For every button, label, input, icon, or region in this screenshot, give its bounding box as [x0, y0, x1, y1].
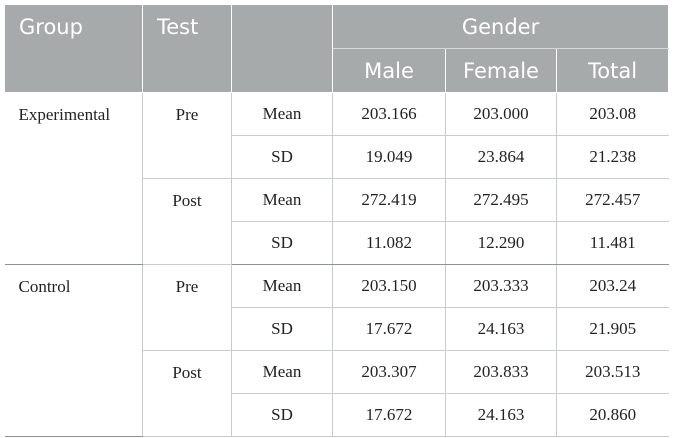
- male-cell: 17.672: [332, 393, 446, 437]
- total-cell: 203.08: [555, 92, 669, 136]
- female-cell: 272.495: [445, 178, 557, 222]
- header-group: Group: [4, 4, 143, 93]
- male-cell: 203.166: [332, 92, 446, 136]
- male-cell: 17.672: [332, 307, 446, 351]
- table-body: Experimental Pre Mean 203.166 203.000 20…: [4, 92, 669, 437]
- table-row: Experimental Pre Mean 203.166 203.000 20…: [4, 92, 669, 265]
- table-row: Control Pre Mean 203.150 203.333 203.24: [4, 264, 669, 437]
- total-cell: 203.24: [555, 264, 669, 308]
- stat-cell: SD: [231, 393, 333, 437]
- stat-cell: SD: [231, 307, 333, 351]
- total-cell: 20.860: [555, 393, 669, 437]
- female-cell: 24.163: [445, 393, 557, 437]
- group-cell: Experimental: [4, 92, 143, 265]
- table-row: SD 11.082 12.290 11.481: [5, 221, 669, 265]
- total-cell: 21.905: [555, 307, 669, 351]
- test-cell: Post: [142, 350, 232, 437]
- female-cell: 23.864: [445, 135, 557, 179]
- stat-cell: Mean: [231, 178, 333, 222]
- table-row: SD 19.049 23.864 21.238: [5, 135, 669, 179]
- table-row: Post Mean 272.419 272.495 272.457: [5, 178, 669, 265]
- header-total: Total: [555, 48, 670, 93]
- female-cell: 24.163: [445, 307, 557, 351]
- total-cell: 203.513: [555, 350, 669, 394]
- total-cell: 272.457: [555, 178, 669, 222]
- header-gender: Gender: [331, 4, 670, 49]
- total-cell: 21.238: [555, 135, 669, 179]
- table-row: Post Mean 203.307 203.833 203.513: [5, 350, 669, 437]
- female-cell: 12.290: [445, 221, 557, 265]
- total-cell: 11.481: [555, 221, 669, 265]
- stat-cell: SD: [231, 135, 333, 179]
- female-cell: 203.333: [445, 264, 557, 308]
- header-test: Test: [142, 4, 232, 93]
- test-cell: Pre: [142, 264, 232, 351]
- stat-cell: SD: [231, 221, 333, 265]
- statistics-table: Group Test Gender Male Female Total Expe…: [4, 4, 670, 437]
- stat-cell: Mean: [231, 92, 333, 136]
- header-statistic-blank: [231, 4, 333, 93]
- table-row: SD 17.672 24.163 21.905: [5, 307, 669, 351]
- stat-cell: Mean: [231, 264, 333, 308]
- table-row: SD 17.672 24.163 20.860: [5, 393, 669, 437]
- group-cell: Control: [4, 264, 143, 437]
- female-cell: 203.000: [445, 92, 557, 136]
- female-cell: 203.833: [445, 350, 557, 394]
- male-cell: 11.082: [332, 221, 446, 265]
- male-cell: 203.307: [332, 350, 446, 394]
- male-cell: 272.419: [332, 178, 446, 222]
- table-header: Group Test Gender Male Female Total: [4, 4, 670, 93]
- male-cell: 19.049: [332, 135, 446, 179]
- header-female: Female: [445, 48, 557, 93]
- header-male: Male: [332, 48, 446, 93]
- test-cell: Post: [142, 178, 232, 265]
- stat-cell: Mean: [231, 350, 333, 394]
- test-cell: Pre: [142, 92, 232, 179]
- male-cell: 203.150: [332, 264, 446, 308]
